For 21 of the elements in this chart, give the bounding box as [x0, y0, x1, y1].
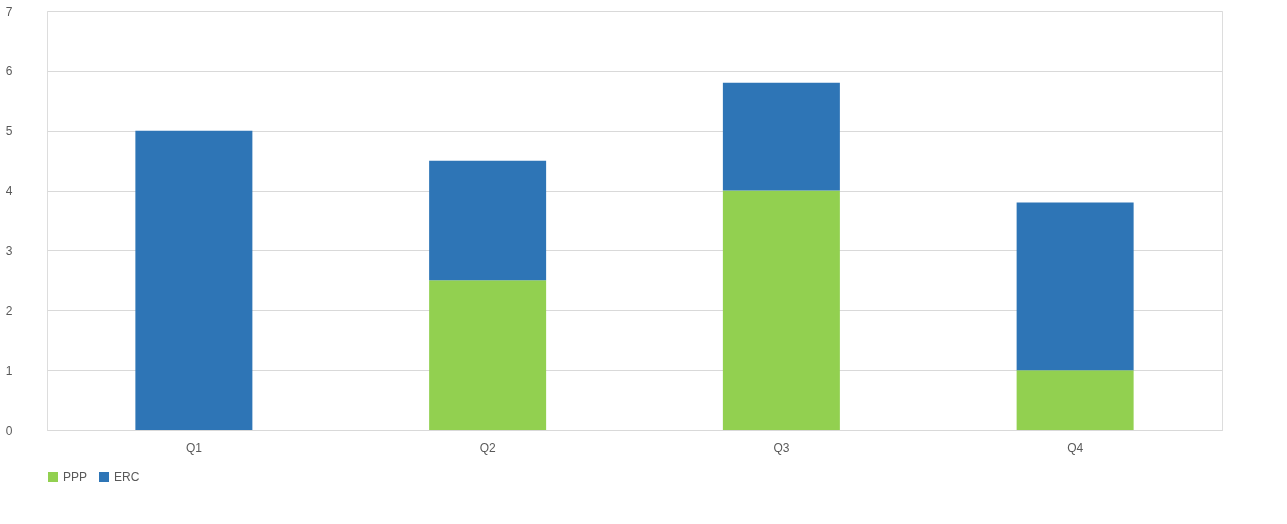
legend-label: ERC	[114, 470, 140, 484]
bar	[1016, 370, 1134, 430]
y-tick-label: 3	[5, 243, 13, 258]
bar	[135, 130, 253, 430]
y-tick-label: 1	[5, 363, 13, 378]
y-tick-label: 5	[5, 124, 13, 139]
bar	[429, 160, 547, 281]
bar	[1016, 202, 1134, 371]
bar	[722, 190, 840, 430]
x-tick-label: Q4	[1067, 440, 1084, 455]
y-tick-label: 4	[5, 184, 13, 199]
y-tick-label: 0	[5, 423, 13, 438]
y-tick-label: 6	[5, 64, 13, 79]
legend-label: PPP	[63, 470, 88, 484]
x-tick-label: Q2	[479, 440, 496, 455]
y-tick-label: 2	[5, 303, 13, 318]
x-tick-label: Q3	[773, 440, 790, 455]
x-tick-label: Q1	[185, 440, 203, 455]
y-tick-label: 7	[5, 4, 13, 19]
bar	[429, 280, 547, 430]
bar	[722, 82, 840, 191]
